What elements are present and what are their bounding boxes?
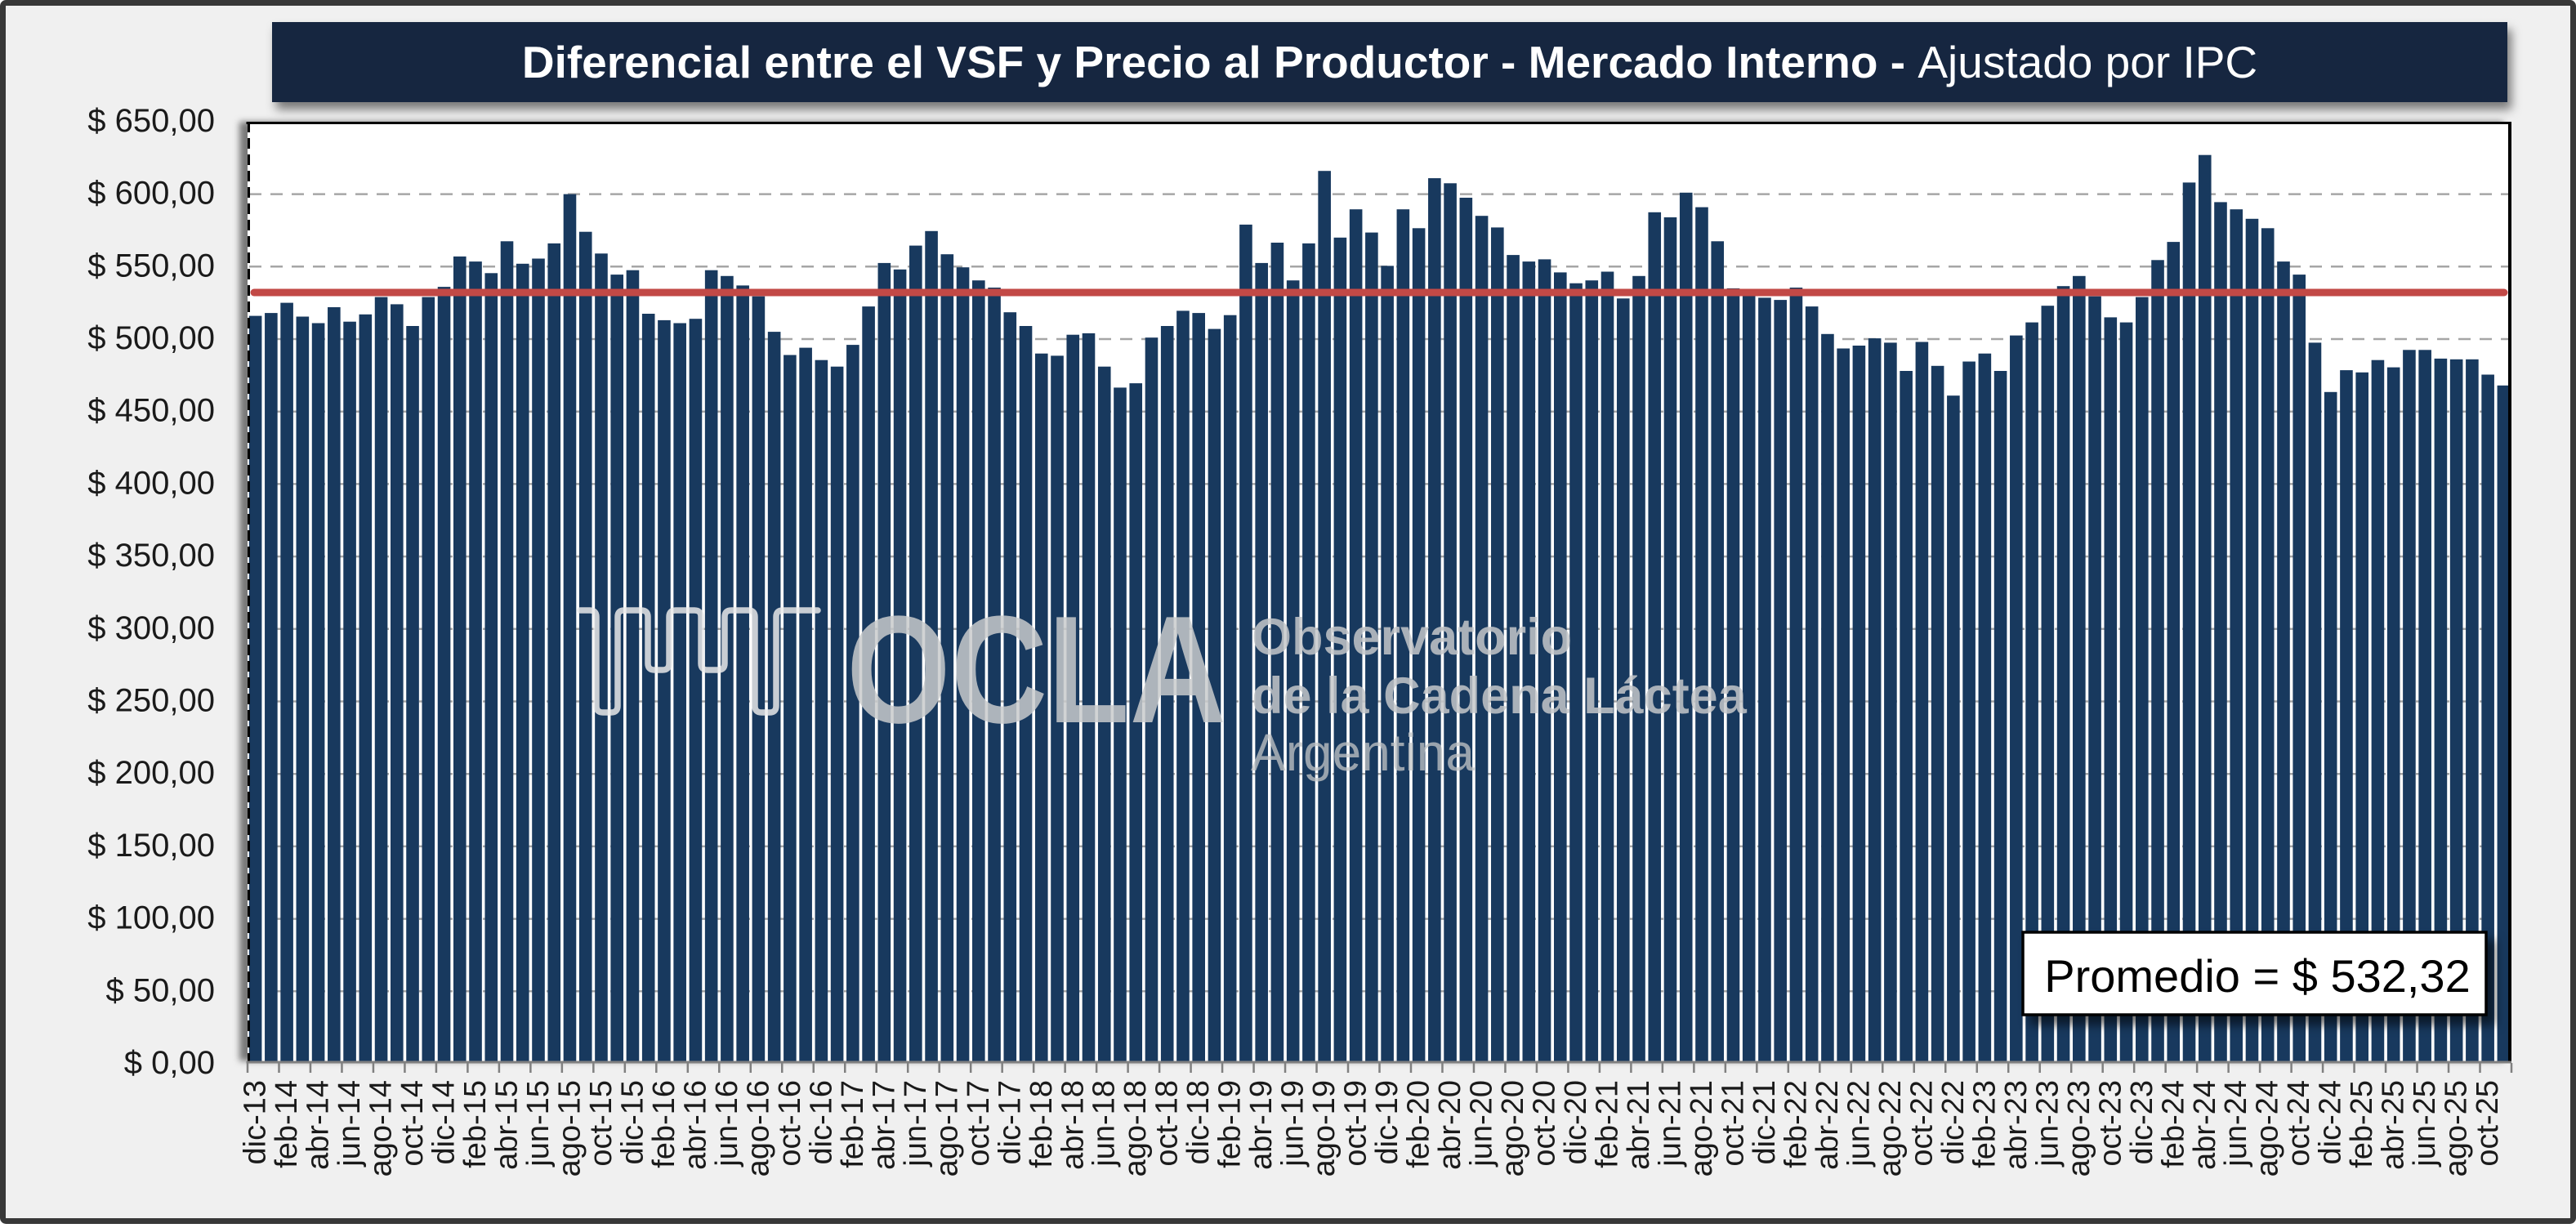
svg-text:$ 100,00: $ 100,00 — [87, 900, 215, 936]
svg-text:oct-24: oct-24 — [2282, 1080, 2316, 1167]
svg-text:abr-18: abr-18 — [1056, 1080, 1090, 1170]
svg-text:oct-19: oct-19 — [1339, 1080, 1373, 1167]
svg-text:oct-25: oct-25 — [2471, 1080, 2505, 1167]
svg-text:feb-14: feb-14 — [270, 1080, 304, 1168]
svg-text:oct-16: oct-16 — [773, 1080, 807, 1167]
svg-text:abr-19: abr-19 — [1244, 1080, 1279, 1170]
svg-text:abr-16: abr-16 — [678, 1080, 712, 1170]
svg-text:feb-22: feb-22 — [1779, 1080, 1813, 1168]
svg-text:Diferencial entre el VSF y Pre: Diferencial entre el VSF y Precio al Pro… — [522, 37, 2257, 87]
svg-text:ago-15: ago-15 — [553, 1080, 587, 1177]
svg-text:$ 250,00: $ 250,00 — [87, 683, 215, 719]
svg-text:$ 550,00: $ 550,00 — [87, 248, 215, 284]
svg-text:feb-15: feb-15 — [458, 1080, 493, 1168]
svg-text:$ 650,00: $ 650,00 — [87, 103, 215, 139]
svg-text:feb-25: feb-25 — [2345, 1080, 2379, 1168]
svg-text:jun-17: jun-17 — [899, 1080, 933, 1168]
svg-text:dic-24: dic-24 — [2314, 1080, 2348, 1165]
svg-text:dic-13: dic-13 — [239, 1080, 273, 1165]
svg-text:dic-20: dic-20 — [1559, 1080, 1593, 1165]
svg-text:abr-14: abr-14 — [301, 1080, 336, 1170]
svg-text:oct-23: oct-23 — [2093, 1080, 2127, 1167]
svg-text:$ 0,00: $ 0,00 — [124, 1045, 215, 1081]
svg-text:$ 150,00: $ 150,00 — [87, 828, 215, 864]
svg-text:ago-14: ago-14 — [364, 1080, 399, 1177]
svg-text:jun-19: jun-19 — [1276, 1080, 1310, 1168]
svg-text:oct-14: oct-14 — [395, 1080, 430, 1167]
svg-text:ago-21: ago-21 — [1685, 1080, 1719, 1177]
svg-text:dic-19: dic-19 — [1370, 1080, 1404, 1165]
svg-text:Promedio = $ 532,32: Promedio = $ 532,32 — [2044, 950, 2470, 1002]
svg-text:abr-20: abr-20 — [1433, 1080, 1467, 1170]
svg-text:dic-17: dic-17 — [993, 1080, 1027, 1165]
svg-text:feb-23: feb-23 — [1967, 1080, 2002, 1168]
svg-text:de la Cadena Láctea: de la Cadena Láctea — [1252, 668, 1748, 725]
svg-text:$ 350,00: $ 350,00 — [87, 538, 215, 574]
svg-text:ago-24: ago-24 — [2251, 1080, 2285, 1177]
svg-text:jun-18: jun-18 — [1087, 1080, 1122, 1168]
svg-text:$ 600,00: $ 600,00 — [87, 176, 215, 212]
svg-text:dic-18: dic-18 — [1181, 1080, 1216, 1165]
svg-text:jun-24: jun-24 — [2219, 1080, 2253, 1168]
svg-text:Observatorio: Observatorio — [1252, 609, 1572, 666]
svg-text:ago-19: ago-19 — [1307, 1080, 1342, 1177]
svg-text:oct-18: oct-18 — [1150, 1080, 1185, 1167]
svg-text:$ 300,00: $ 300,00 — [87, 610, 215, 646]
svg-text:$ 500,00: $ 500,00 — [87, 320, 215, 356]
svg-text:OCLA: OCLA — [846, 585, 1226, 755]
svg-text:abr-23: abr-23 — [1999, 1080, 2034, 1170]
svg-text:feb-16: feb-16 — [647, 1080, 681, 1168]
svg-text:feb-17: feb-17 — [836, 1080, 870, 1168]
svg-text:jun-23: jun-23 — [2030, 1080, 2065, 1168]
svg-text:dic-22: dic-22 — [1936, 1080, 1971, 1165]
svg-text:abr-17: abr-17 — [867, 1080, 901, 1170]
svg-text:feb-21: feb-21 — [1591, 1080, 1625, 1168]
svg-text:ago-23: ago-23 — [2062, 1080, 2096, 1177]
svg-text:dic-23: dic-23 — [2125, 1080, 2159, 1165]
svg-text:Argentina: Argentina — [1251, 723, 1475, 782]
svg-text:ago-17: ago-17 — [930, 1080, 964, 1177]
svg-text:abr-24: abr-24 — [2188, 1080, 2222, 1170]
svg-text:jun-20: jun-20 — [1465, 1080, 1499, 1168]
svg-text:jun-16: jun-16 — [710, 1080, 744, 1168]
svg-text:abr-25: abr-25 — [2377, 1080, 2411, 1170]
svg-text:jun-25: jun-25 — [2408, 1080, 2442, 1168]
svg-text:jun-15: jun-15 — [521, 1080, 556, 1168]
svg-text:dic-14: dic-14 — [427, 1080, 462, 1165]
svg-text:oct-21: oct-21 — [1717, 1080, 1751, 1167]
svg-text:oct-22: oct-22 — [1904, 1080, 1939, 1167]
svg-text:oct-15: oct-15 — [584, 1080, 618, 1167]
svg-text:feb-20: feb-20 — [1402, 1080, 1436, 1168]
svg-text:jun-21: jun-21 — [1654, 1080, 1688, 1168]
svg-text:$ 50,00: $ 50,00 — [106, 972, 215, 1008]
svg-text:abr-21: abr-21 — [1622, 1080, 1656, 1170]
svg-text:ago-16: ago-16 — [741, 1080, 775, 1177]
svg-text:ago-25: ago-25 — [2440, 1080, 2474, 1177]
svg-text:$ 400,00: $ 400,00 — [87, 465, 215, 501]
svg-text:dic-15: dic-15 — [616, 1080, 650, 1165]
svg-text:ago-20: ago-20 — [1496, 1080, 1530, 1177]
svg-text:ago-22: ago-22 — [1873, 1080, 1908, 1177]
svg-text:ago-18: ago-18 — [1118, 1080, 1153, 1177]
svg-text:$ 450,00: $ 450,00 — [87, 393, 215, 429]
svg-text:oct-17: oct-17 — [962, 1080, 996, 1167]
svg-text:oct-20: oct-20 — [1528, 1080, 1562, 1167]
svg-text:feb-18: feb-18 — [1025, 1080, 1059, 1168]
svg-text:dic-16: dic-16 — [804, 1080, 838, 1165]
svg-text:feb-19: feb-19 — [1213, 1080, 1248, 1168]
svg-text:jun-14: jun-14 — [333, 1080, 367, 1168]
svg-text:abr-22: abr-22 — [1810, 1080, 1845, 1170]
svg-text:dic-21: dic-21 — [1748, 1080, 1782, 1165]
svg-text:abr-15: abr-15 — [490, 1080, 525, 1170]
svg-text:$ 200,00: $ 200,00 — [87, 755, 215, 791]
svg-text:feb-24: feb-24 — [2156, 1080, 2190, 1168]
svg-text:jun-22: jun-22 — [1842, 1080, 1876, 1168]
